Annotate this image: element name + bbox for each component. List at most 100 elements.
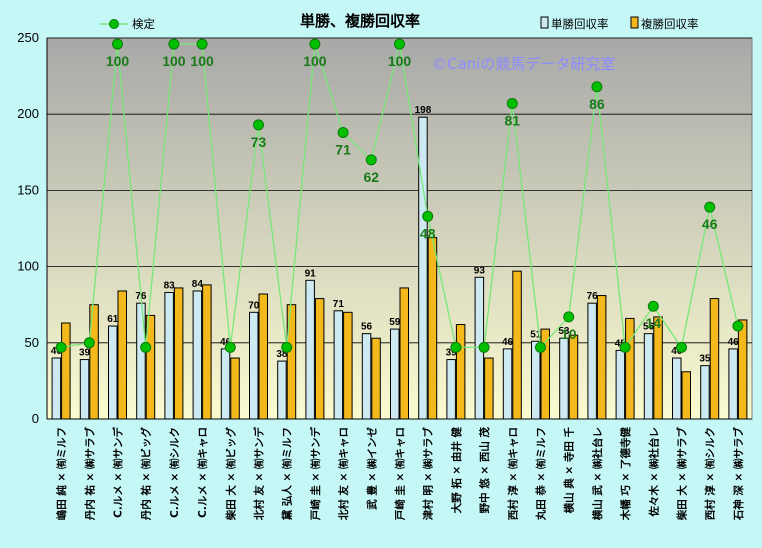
line-point [704, 201, 716, 213]
category-label: 丸田 恭 × ㈲ミルフ [535, 427, 548, 521]
bar-value-label: 35 [699, 354, 711, 365]
line-point [676, 341, 687, 353]
category-label: C.ルメ × ㈲シルク [168, 427, 181, 518]
line-point [168, 38, 180, 50]
line-point [112, 38, 123, 50]
y-tick-label: 0 [32, 411, 39, 426]
line-value-label: 46 [702, 216, 718, 232]
bar-tansho [700, 365, 710, 420]
bar-value-label: 46 [220, 337, 232, 348]
bar-fukusho [512, 270, 522, 420]
line-value-label: 100 [388, 53, 412, 69]
bar-tansho [531, 340, 541, 420]
line-point [83, 337, 95, 349]
category-label: C.ルメ × ㈲キャロ [196, 427, 209, 518]
bar-fukusho [427, 237, 438, 420]
line-value-label: 62 [364, 169, 380, 185]
line-value-label: 86 [589, 96, 605, 112]
bar-tansho [79, 359, 90, 420]
bar-fukusho [61, 322, 71, 420]
line-point [422, 210, 434, 222]
bar-value-label: 45 [615, 338, 627, 349]
category-label: 野中 悠 × 西山 茂 [478, 427, 491, 514]
bar-tansho [305, 279, 315, 420]
bar-fukusho [258, 293, 268, 420]
bar-value-label: 51 [530, 329, 542, 340]
legend-tansho-label: 単勝回収率 [551, 17, 609, 31]
bar-tansho [615, 349, 626, 420]
bar-tansho [559, 337, 569, 420]
bar-value-label: 83 [164, 281, 176, 292]
bar-fukusho [371, 337, 381, 420]
line-point [196, 38, 208, 50]
line-value-label: 71 [335, 141, 351, 157]
line-point [619, 341, 631, 353]
bar-fukusho [202, 284, 212, 420]
bar-tansho [390, 328, 400, 420]
bar-value-label: 38 [276, 349, 288, 360]
bar-value-label: 40 [671, 346, 683, 357]
bar-tansho [361, 333, 372, 420]
bar-tansho [51, 357, 62, 420]
line-value-label: 48 [420, 225, 436, 241]
category-label: 佐々木 × ㈱社台レ [647, 427, 660, 518]
bar-value-label: 59 [389, 317, 401, 328]
category-label: 北村 友 × ㈲サンデ [253, 427, 266, 521]
category-label: 津村 明 × ㈱サラブ [422, 427, 435, 521]
legend-fukusho-label: 複勝回収率 [641, 17, 699, 31]
bar-fukusho [737, 319, 748, 420]
bar-fukusho [681, 371, 691, 420]
bar-tansho [643, 333, 654, 420]
line-point [140, 341, 152, 353]
category-label: 戸崎 圭 × ㈲キャロ [394, 427, 407, 521]
bar-fukusho [484, 357, 494, 420]
line-point [450, 341, 462, 353]
bar-value-label: 56 [361, 322, 373, 333]
category-label: 西村 淳 × ㈲シルク [704, 427, 717, 520]
category-label: 丹内 祐 × ㈲ビッグ [140, 427, 153, 521]
bar-value-label: 40 [51, 346, 63, 357]
bar-fukusho [145, 314, 156, 420]
y-tick-label: 150 [17, 182, 39, 197]
bar-value-label: 71 [333, 299, 345, 310]
bar-tansho [333, 310, 344, 420]
bar-fukusho [709, 298, 720, 420]
line-point [365, 154, 377, 166]
bar-tansho [220, 348, 231, 420]
line-point [506, 98, 518, 110]
bar-value-label: 91 [305, 268, 317, 279]
bar-fukusho [596, 295, 607, 420]
bar-fukusho [568, 334, 579, 420]
line-value-label: 100 [190, 53, 214, 69]
line-point [591, 81, 603, 93]
bar-tansho [108, 325, 118, 420]
line-point [478, 341, 490, 353]
category-label: 嶋田 純 × ㈲ミルフ [55, 427, 68, 520]
bar-value-label: 198 [415, 105, 432, 116]
watermark: ©Caniの競馬データ研究室 [432, 55, 615, 73]
bar-tansho [277, 360, 287, 420]
bar-fukusho [117, 290, 127, 420]
line-value-label: 100 [303, 53, 327, 69]
chart-title: 単勝、複勝回収率 [300, 12, 420, 30]
line-point [309, 38, 321, 50]
bar-tansho [502, 348, 513, 420]
category-label: 戸崎 圭 × ㈲サンデ [309, 427, 322, 522]
category-label: 柴田 大 × ㈱サラブ [676, 427, 689, 522]
bar-value-label: 70 [248, 300, 260, 311]
line-point [563, 311, 575, 323]
category-label: 石神 深 × ㈱サラブ [732, 427, 745, 522]
bar-fukusho [230, 357, 240, 420]
bar-value-label: 46 [728, 337, 740, 348]
y-tick-label: 50 [25, 335, 39, 350]
line-point [394, 38, 405, 50]
legend-fukusho-swatch [630, 16, 639, 29]
line-value-label: 81 [505, 113, 521, 129]
bar-value-label: 39 [446, 348, 458, 359]
bar-tansho [728, 348, 738, 420]
category-label: C.ルメ × ㈲サンデ [112, 427, 125, 518]
bar-value-label: 84 [192, 279, 204, 290]
bar-value-label: 46 [502, 337, 514, 348]
legend-line-label: 検定 [132, 17, 155, 31]
